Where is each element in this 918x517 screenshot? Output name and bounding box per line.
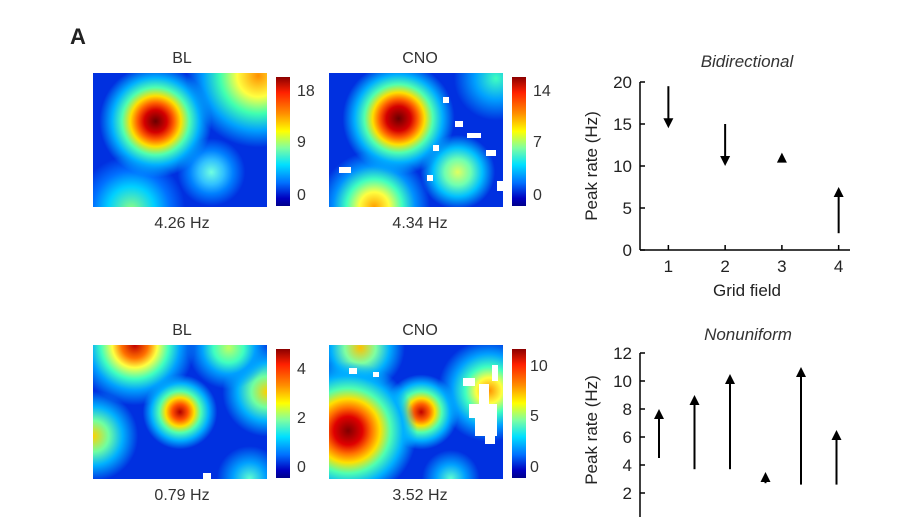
row1-cno-colorbar [512,77,526,206]
panel-label: A [70,24,86,49]
chart1-xtick-label: 2 [720,257,729,276]
row1-cno-cbar-mid: 7 [533,134,542,151]
row1-bl-colorbar [276,77,290,206]
chart2-ytick-label: 8 [623,400,632,419]
row2-bl-cbar-mid: 2 [297,410,306,427]
chart2-arrow-2-head [689,395,700,405]
chart1-ytick-label: 15 [613,115,632,134]
row2-cno-cbar-min: 0 [530,459,539,476]
row1-bl-cbar-mid: 9 [297,134,306,151]
row2-bl-title: BL [172,322,192,339]
row2-bl-cbar-min: 0 [297,459,306,476]
chart1-arrow-4-head [833,187,844,197]
chart1-ytick-label: 5 [623,199,632,218]
row2-cno-title: CNO [402,322,438,339]
chart1-arrow-1-head [663,118,674,129]
chart1-ylabel: Peak rate (Hz) [582,111,601,221]
row1-cno-ratemap [329,73,503,207]
chart1-ytick-label: 0 [623,241,632,260]
chart1-arrow-3 [776,152,787,163]
chart1-arrow-2-head [720,156,731,166]
chart1-xtick-label: 3 [777,257,786,276]
chart2-arrow-4-head [760,472,771,482]
chart1-xtick-label: 4 [834,257,843,276]
row2-bl-colorbar [276,349,290,478]
chart2-arrow-1-head [654,409,664,419]
chart2-ytick-label: 4 [623,456,632,475]
row2-cno-colorbar [512,349,526,478]
row2-bl-rate: 0.79 Hz [154,487,210,504]
chart1-xtick-label: 1 [664,257,673,276]
chart1-ytick-label: 10 [613,157,632,176]
chart2-ytick-label: 2 [623,484,632,503]
chart2-ytick-label: 12 [613,344,632,363]
row2-cno-cbar-max: 10 [530,358,548,375]
row1-bl-cbar-min: 0 [297,187,306,204]
chart2-arrow-3-head [725,374,735,384]
bidirectional-chart: 0 5 10 15 20 1 2 3 4 Bidirectional Grid field Peak … [582,52,850,300]
chart2-arrow-5-head [796,367,806,377]
row1-bl-rate: 4.26 Hz [154,215,210,232]
chart2-title: Nonuniform [704,325,792,344]
chart1-title: Bidirectional [701,52,795,71]
chart2-ytick-label: 10 [613,372,632,391]
row2-cno-cbar-mid: 5 [530,408,539,425]
row2-bl-ratemap [93,345,267,479]
chart2-arrow-6-head [831,430,842,440]
row1-cno-cbar-max: 14 [533,83,551,100]
row2-cno-rate: 3.52 Hz [392,487,448,504]
row2-bl-cbar-max: 4 [297,361,306,378]
row1-cno-title: CNO [402,50,438,67]
chart1-xlabel: Grid field [713,281,781,300]
row1-cno-cbar-min: 0 [533,187,542,204]
nonuniform-chart: 2 4 6 8 10 12 Nonuniform Peak rate (Hz) [582,325,842,517]
row1-bl-cbar-max: 18 [297,83,315,100]
chart2-ytick-label: 6 [623,428,632,447]
chart2-ylabel: Peak rate (Hz) [582,375,601,485]
row1-bl-ratemap [93,73,267,207]
row1-cno-rate: 4.34 Hz [392,215,448,232]
row1-bl-title: BL [172,50,192,67]
chart1-ytick-label: 20 [613,73,632,92]
